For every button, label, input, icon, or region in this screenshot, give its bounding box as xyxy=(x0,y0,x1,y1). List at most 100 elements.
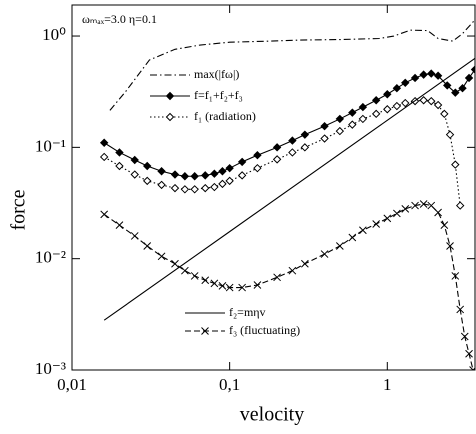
marker xyxy=(218,167,227,176)
marker xyxy=(372,220,381,228)
y-tick-label: 10⁰ xyxy=(42,25,66,44)
marker xyxy=(201,171,210,180)
marker xyxy=(460,332,469,341)
marker xyxy=(288,266,297,275)
y-tick-label: 10⁻¹ xyxy=(35,136,66,155)
marker xyxy=(301,259,309,268)
marker xyxy=(470,65,475,74)
marker xyxy=(371,96,381,105)
marker xyxy=(348,108,357,117)
marker xyxy=(130,155,139,165)
marker xyxy=(253,163,262,173)
marker xyxy=(401,205,410,213)
marker xyxy=(201,183,210,193)
marker xyxy=(392,83,402,93)
marker xyxy=(383,90,392,99)
marker xyxy=(288,136,297,145)
marker xyxy=(238,283,246,292)
marker xyxy=(434,208,442,217)
marker xyxy=(455,201,465,210)
marker xyxy=(288,148,297,157)
marker xyxy=(237,171,247,180)
marker xyxy=(443,81,452,90)
marker xyxy=(210,169,219,178)
marker xyxy=(335,114,345,124)
marker xyxy=(210,182,219,192)
marker xyxy=(225,176,234,186)
marker xyxy=(419,200,428,208)
legend-label: max(|fω|) xyxy=(194,67,239,81)
marker xyxy=(458,83,467,93)
marker xyxy=(143,242,152,250)
legend-marker xyxy=(165,91,175,101)
marker xyxy=(130,170,139,179)
marker xyxy=(465,349,473,358)
marker xyxy=(99,138,109,147)
marker xyxy=(440,221,449,230)
marker xyxy=(419,96,428,105)
marker xyxy=(300,143,310,152)
marker xyxy=(320,134,329,143)
x-tick-label: 0,1 xyxy=(219,375,240,394)
marker xyxy=(433,71,443,80)
marker xyxy=(218,179,227,189)
marker xyxy=(427,201,436,210)
plot-area xyxy=(99,19,475,370)
marker xyxy=(225,283,234,292)
marker xyxy=(348,120,357,129)
marker xyxy=(272,155,282,164)
marker xyxy=(157,252,166,261)
marker xyxy=(237,157,247,167)
marker xyxy=(180,172,190,181)
marker xyxy=(335,126,345,136)
marker xyxy=(130,232,139,240)
marker xyxy=(383,214,392,223)
marker xyxy=(181,266,189,275)
marker xyxy=(115,221,124,230)
marker xyxy=(100,210,109,219)
marker xyxy=(451,88,460,97)
marker xyxy=(320,250,329,258)
series-line xyxy=(103,203,474,370)
marker xyxy=(469,366,475,370)
marker xyxy=(427,96,436,106)
series-line xyxy=(103,99,461,206)
x-tick-label: 0,01 xyxy=(57,375,87,394)
x-axis-label: velocity xyxy=(240,404,304,426)
marker xyxy=(143,161,152,171)
marker xyxy=(433,100,443,110)
marker xyxy=(392,101,402,111)
marker xyxy=(401,78,410,88)
marker xyxy=(170,183,180,193)
marker xyxy=(446,242,454,250)
marker xyxy=(358,114,368,124)
marker xyxy=(383,105,392,114)
marker xyxy=(157,167,166,176)
marker xyxy=(143,176,152,186)
marker xyxy=(115,148,124,157)
marker xyxy=(348,233,357,242)
marker xyxy=(427,69,436,78)
marker xyxy=(445,130,455,139)
marker xyxy=(115,161,124,171)
marker xyxy=(272,143,282,152)
legend-label: f₂=mηv xyxy=(229,305,266,319)
marker xyxy=(440,109,449,119)
marker xyxy=(253,281,262,289)
legend-label: f=f₁+f₂+f₃ xyxy=(194,88,243,102)
legend-label: f₃ (fluctuating) xyxy=(229,323,300,337)
marker xyxy=(410,73,420,83)
marker xyxy=(359,226,367,235)
marker xyxy=(190,185,199,194)
marker xyxy=(99,152,109,162)
x-tick-label: 1 xyxy=(383,375,392,394)
marker xyxy=(170,170,180,179)
y-axis-label: force xyxy=(8,189,30,230)
marker xyxy=(371,109,381,119)
marker xyxy=(419,70,428,79)
marker xyxy=(456,305,465,314)
marker xyxy=(464,73,474,83)
marker xyxy=(273,273,281,282)
legend-marker xyxy=(165,112,175,122)
marker xyxy=(171,259,179,268)
